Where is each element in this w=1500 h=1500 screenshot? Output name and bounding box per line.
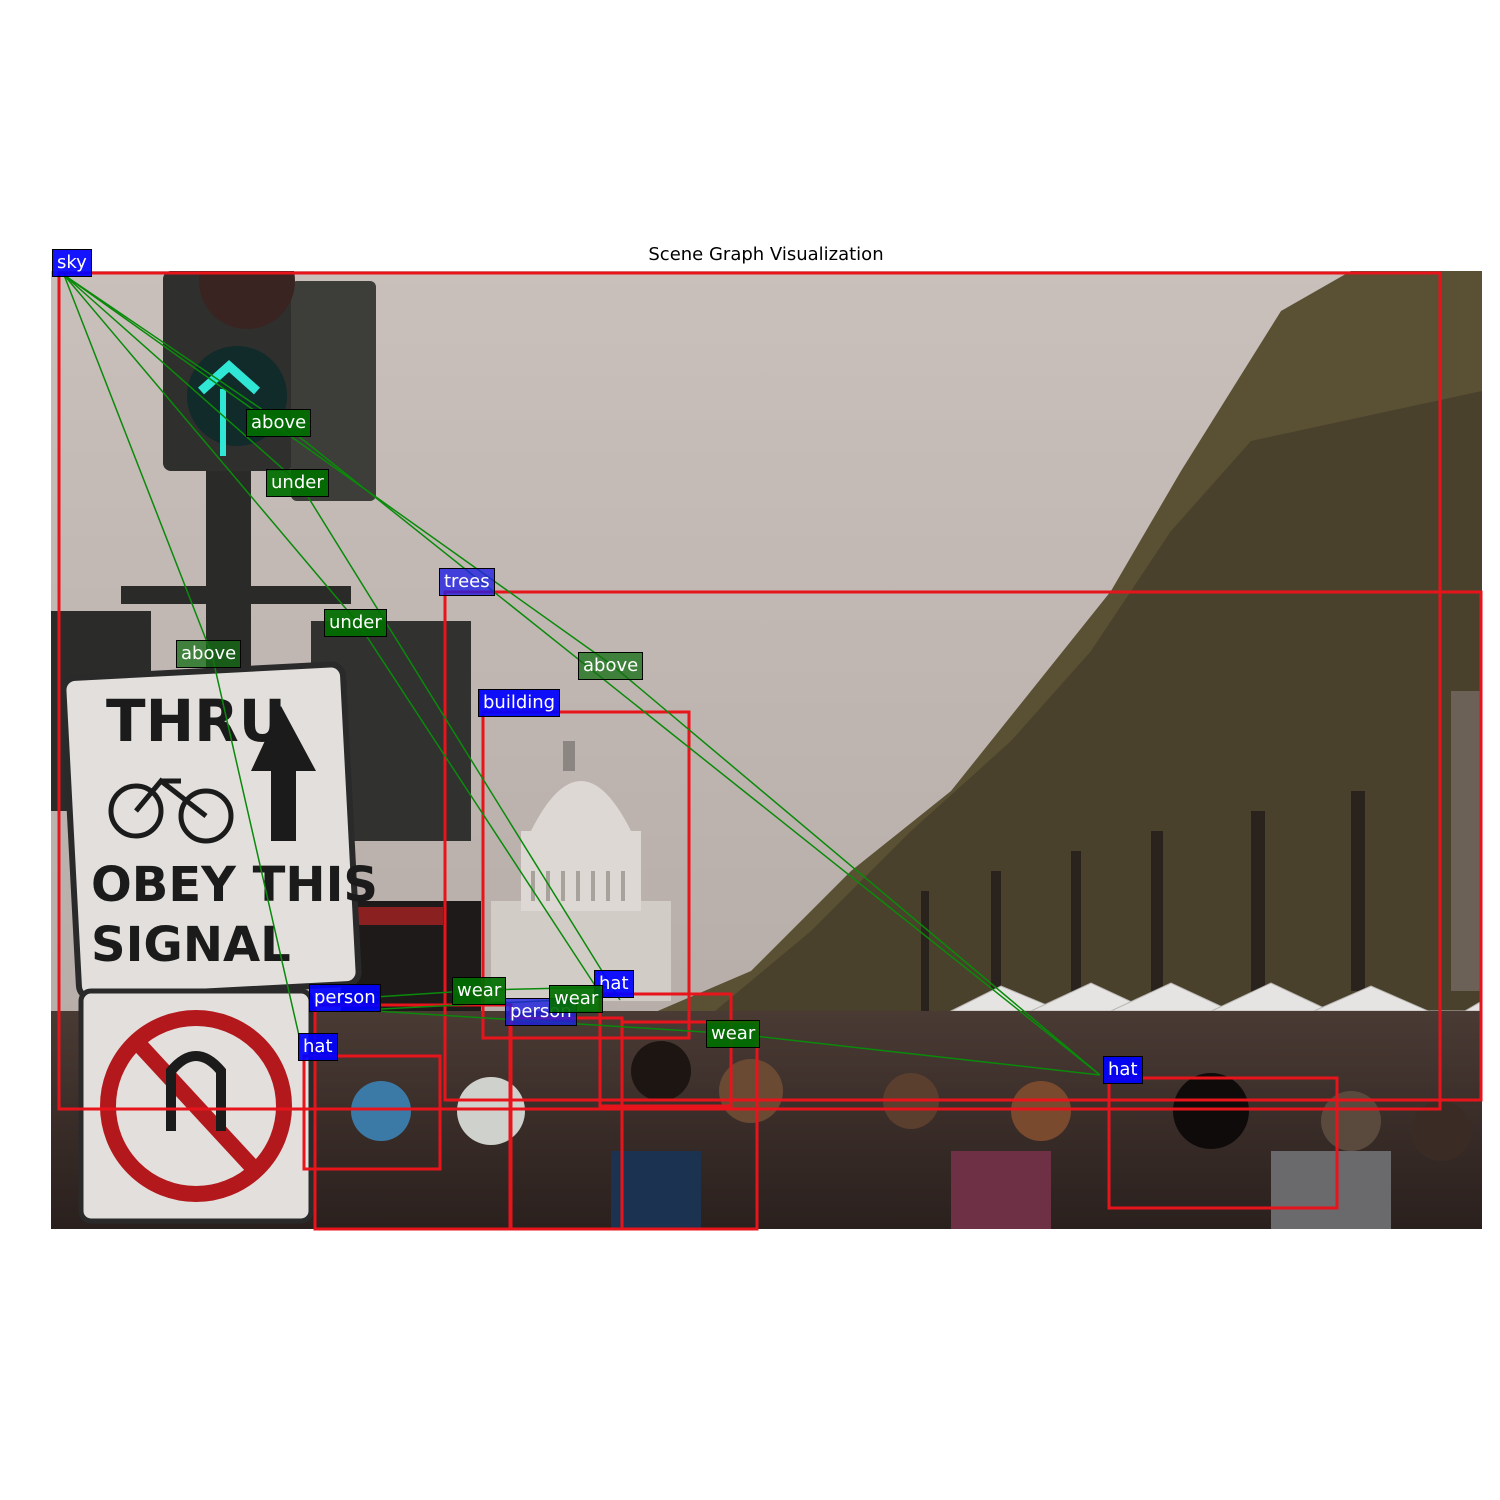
tree-trunks xyxy=(921,791,1365,1011)
crowd-heads xyxy=(351,1041,1471,1229)
object-label-building: building xyxy=(478,689,561,717)
box-person-3 xyxy=(620,1020,759,1231)
object-label-sky: sky xyxy=(52,249,92,277)
relation-label-wear-2: wear xyxy=(549,985,604,1013)
box-building xyxy=(481,710,691,1040)
relation-label-above-2: above xyxy=(176,640,242,668)
relation-label-above-3: above xyxy=(578,652,644,680)
box-trees xyxy=(443,590,1483,1102)
sign-text-signal: SIGNAL xyxy=(91,917,291,973)
box-hat-3 xyxy=(1107,1076,1339,1210)
bounding-boxes xyxy=(57,271,1483,1231)
street-scene-image: THRU OBEY THIS SIGNAL xyxy=(51,271,1482,1229)
thru-sign: THRU OBEY THIS SIGNAL xyxy=(60,661,378,1001)
box-hat-1 xyxy=(302,1054,442,1171)
relation-label-under-2: under xyxy=(324,609,387,637)
object-label-hat-3: hat xyxy=(1103,1056,1143,1084)
capitol-building xyxy=(491,741,671,1001)
relation-label-wear-3: wear xyxy=(706,1020,761,1048)
sign-text-thru: THRU xyxy=(106,687,286,755)
no-u-turn-sign xyxy=(78,988,314,1224)
box-hat-2 xyxy=(598,992,733,1108)
relation-label-under-1: under xyxy=(266,469,329,497)
sign-text-obey: OBEY THIS xyxy=(91,857,378,913)
box-person-2 xyxy=(508,1016,624,1231)
relation-label-wear-1: wear xyxy=(452,977,507,1005)
box-sky xyxy=(57,271,1442,1111)
object-label-hat-2: hat xyxy=(298,1033,338,1061)
object-label-trees: trees xyxy=(439,568,495,596)
chart-title: Scene Graph Visualization xyxy=(648,244,884,265)
photo: THRU OBEY THIS SIGNAL xyxy=(51,271,1482,1229)
relation-label-above-1: above xyxy=(246,409,312,437)
edge-sky-under-1 xyxy=(63,274,621,1001)
object-label-person-1: person xyxy=(309,984,381,1012)
